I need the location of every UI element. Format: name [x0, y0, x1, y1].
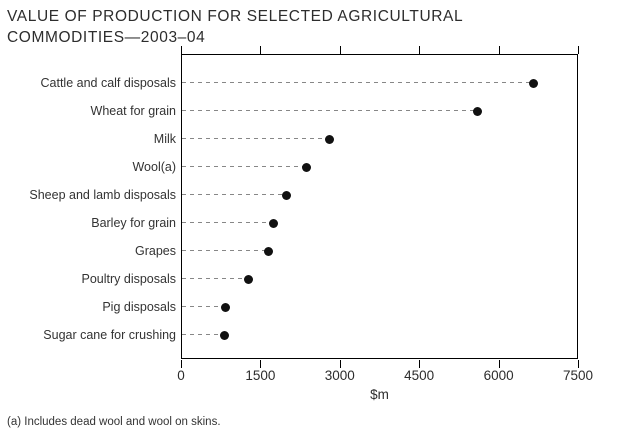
dot-plot-row: Wheat for grain — [0, 97, 621, 125]
data-dot — [220, 330, 230, 340]
x-axis-tick-top — [498, 46, 500, 54]
category-label: Sheep and lamb disposals — [29, 188, 176, 202]
x-axis-tick-top — [181, 46, 182, 54]
chart-title-line-2: COMMODITIES—2003–04 — [7, 29, 206, 46]
x-axis-tick-bottom — [181, 360, 182, 368]
x-axis-tick-top — [339, 46, 341, 54]
dot-plot-row: Wool(a) — [0, 153, 621, 181]
data-dot — [472, 106, 482, 116]
x-axis-tick-bottom — [578, 360, 579, 368]
data-dot — [268, 218, 278, 228]
leader-line — [182, 194, 284, 195]
dot-plot-row: Milk — [0, 125, 621, 153]
data-dot — [243, 274, 253, 284]
dot-plot-row: Sugar cane for crushing — [0, 321, 621, 349]
category-label: Milk — [153, 132, 176, 146]
x-axis-tick-bottom — [260, 360, 262, 368]
data-dot — [528, 78, 538, 88]
category-label: Poultry disposals — [81, 272, 177, 286]
footnote: (a) Includes dead wool and wool on skins… — [7, 416, 221, 428]
x-axis-tick-label: 7500 — [562, 368, 594, 383]
dot-plot-row: Sheep and lamb disposals — [0, 181, 621, 209]
category-label: Grapes — [135, 244, 176, 258]
category-label: Sugar cane for crushing — [43, 328, 176, 342]
data-dot — [264, 246, 274, 256]
data-dot — [324, 134, 334, 144]
category-label: Wheat for grain — [90, 104, 176, 118]
plot-frame — [181, 54, 578, 359]
x-axis-tick-bottom — [419, 360, 421, 368]
category-label: Wool(a) — [132, 160, 176, 174]
leader-line — [182, 166, 304, 167]
x-axis-tick-bottom — [498, 360, 500, 368]
data-dot — [301, 162, 311, 172]
x-axis-tick-label: 4500 — [404, 368, 435, 383]
x-axis-tick-top — [419, 46, 421, 54]
dot-plot-row: Poultry disposals — [0, 265, 621, 293]
leader-line — [182, 306, 223, 307]
category-label: Pig disposals — [102, 300, 176, 314]
leader-line — [182, 138, 327, 139]
data-dot — [282, 190, 292, 200]
x-axis-tick-top — [260, 46, 262, 54]
data-dot — [221, 302, 231, 312]
dot-plot-row: Pig disposals — [0, 293, 621, 321]
leader-line — [182, 334, 222, 335]
chart-title: VALUE OF PRODUCTION FOR SELECTED AGRICUL… — [7, 6, 463, 48]
leader-line — [182, 222, 271, 223]
chart-title-line-1: VALUE OF PRODUCTION FOR SELECTED AGRICUL… — [7, 8, 464, 25]
dot-plot-row: Barley for grain — [0, 209, 621, 237]
leader-line — [182, 250, 266, 251]
x-axis-tick-label: 6000 — [483, 368, 514, 383]
x-axis-tick-label: 0 — [177, 368, 185, 383]
x-axis-title: $m — [370, 387, 389, 402]
dot-plot-row: Cattle and calf disposals — [0, 69, 621, 97]
leader-line — [182, 110, 475, 111]
category-label: Cattle and calf disposals — [40, 76, 177, 90]
dot-plot-row: Grapes — [0, 237, 621, 265]
x-axis-tick-label: 3000 — [324, 368, 355, 383]
category-label: Barley for grain — [91, 216, 176, 230]
x-axis-tick-top — [578, 46, 579, 54]
leader-line — [182, 82, 530, 83]
x-axis-tick-bottom — [339, 360, 341, 368]
x-axis-tick-label: 1500 — [245, 368, 276, 383]
leader-line — [182, 278, 246, 279]
